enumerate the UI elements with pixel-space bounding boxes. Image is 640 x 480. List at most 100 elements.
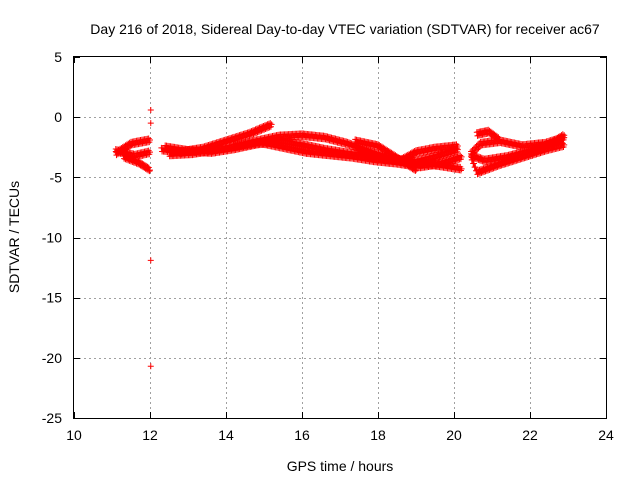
data-point bbox=[251, 130, 258, 137]
data-point bbox=[249, 127, 256, 134]
data-point bbox=[261, 126, 268, 133]
data-point bbox=[147, 137, 153, 144]
data-point bbox=[257, 128, 264, 135]
y-tick-label: -20 bbox=[42, 350, 62, 366]
data-point bbox=[246, 132, 253, 139]
data-point bbox=[474, 146, 481, 153]
data-point bbox=[412, 168, 419, 175]
data-point bbox=[559, 131, 566, 138]
data-point bbox=[128, 155, 135, 162]
data-point bbox=[468, 153, 475, 160]
data-point bbox=[470, 160, 477, 167]
data-point bbox=[130, 155, 137, 162]
data-points bbox=[112, 106, 568, 370]
data-point bbox=[144, 163, 151, 170]
data-point bbox=[258, 127, 265, 134]
x-tick-label: 12 bbox=[142, 427, 158, 443]
x-tick-label: 24 bbox=[598, 427, 614, 443]
data-point bbox=[458, 153, 465, 160]
outlier-point bbox=[147, 363, 154, 370]
data-point bbox=[559, 140, 566, 147]
y-tick-label: -5 bbox=[50, 169, 63, 185]
data-point bbox=[469, 156, 476, 163]
data-point bbox=[259, 123, 266, 130]
data-point bbox=[245, 129, 252, 136]
x-tick-label: 16 bbox=[294, 427, 310, 443]
data-point bbox=[495, 134, 502, 141]
data-point bbox=[263, 121, 270, 128]
data-point bbox=[268, 121, 275, 128]
data-point bbox=[123, 153, 130, 160]
data-point bbox=[472, 164, 479, 171]
data-point bbox=[412, 151, 419, 158]
data-point bbox=[147, 167, 153, 174]
outlier-point bbox=[147, 257, 154, 264]
data-point bbox=[475, 145, 482, 152]
data-point bbox=[124, 153, 131, 160]
data-point bbox=[146, 168, 153, 175]
data-point bbox=[134, 157, 141, 164]
data-point bbox=[120, 152, 127, 159]
data-point bbox=[125, 154, 132, 161]
data-point bbox=[561, 141, 568, 148]
data-point bbox=[250, 131, 257, 138]
data-point bbox=[259, 127, 266, 134]
x-tick-label: 18 bbox=[370, 427, 386, 443]
data-point bbox=[131, 156, 138, 163]
data-point bbox=[494, 133, 501, 140]
data-point bbox=[454, 143, 461, 150]
outlier-point bbox=[147, 106, 154, 113]
data-point bbox=[127, 143, 134, 150]
data-point bbox=[145, 147, 152, 154]
x-axis-label: GPS time / hours bbox=[287, 458, 394, 474]
data-point bbox=[458, 165, 465, 172]
data-point bbox=[249, 131, 256, 138]
data-point bbox=[560, 134, 567, 141]
data-point bbox=[411, 164, 418, 171]
data-point bbox=[265, 124, 272, 131]
data-point bbox=[252, 126, 259, 133]
data-point bbox=[247, 128, 254, 135]
plot-frame bbox=[73, 56, 607, 419]
data-point bbox=[256, 124, 263, 131]
data-point bbox=[267, 120, 274, 127]
data-point bbox=[247, 132, 254, 139]
data-point bbox=[496, 137, 503, 144]
y-tick-label: -15 bbox=[42, 290, 62, 306]
data-point bbox=[147, 149, 153, 156]
data-point bbox=[410, 163, 417, 170]
x-tick-label: 10 bbox=[66, 427, 82, 443]
grid-lines bbox=[74, 57, 606, 418]
y-tick-label: 0 bbox=[54, 109, 62, 125]
y-tick-label: -25 bbox=[42, 410, 62, 426]
data-point bbox=[121, 152, 128, 159]
data-point bbox=[255, 125, 262, 132]
data-point bbox=[262, 126, 269, 133]
tick-labels: 10 12 14 16 18 20 22 24 5 0 -5 -10 -15 -20 -25 bbox=[42, 49, 614, 443]
x-tick-label: 20 bbox=[446, 427, 462, 443]
data-point bbox=[251, 126, 258, 133]
data-point bbox=[254, 129, 261, 136]
data-point bbox=[248, 128, 255, 135]
data-point bbox=[253, 125, 260, 132]
data-point bbox=[472, 147, 479, 154]
data-point bbox=[561, 132, 568, 139]
y-axis-label: SDTVAR / TECUs bbox=[6, 181, 22, 293]
chart-title: Day 216 of 2018, Sidereal Day-to-day VTE… bbox=[90, 21, 600, 37]
data-point bbox=[145, 164, 152, 171]
data-point bbox=[253, 129, 260, 136]
x-tick-label: 14 bbox=[218, 427, 234, 443]
data-point bbox=[559, 135, 566, 142]
outlier-point bbox=[147, 120, 154, 127]
data-point bbox=[255, 128, 262, 135]
data-point bbox=[132, 156, 139, 163]
data-point bbox=[265, 120, 272, 127]
x-tick-label: 22 bbox=[522, 427, 538, 443]
y-tick-label: -10 bbox=[42, 230, 62, 246]
data-point bbox=[457, 152, 464, 159]
data-point bbox=[261, 122, 268, 129]
data-point bbox=[263, 125, 270, 132]
y-tick-label: 5 bbox=[54, 49, 62, 65]
